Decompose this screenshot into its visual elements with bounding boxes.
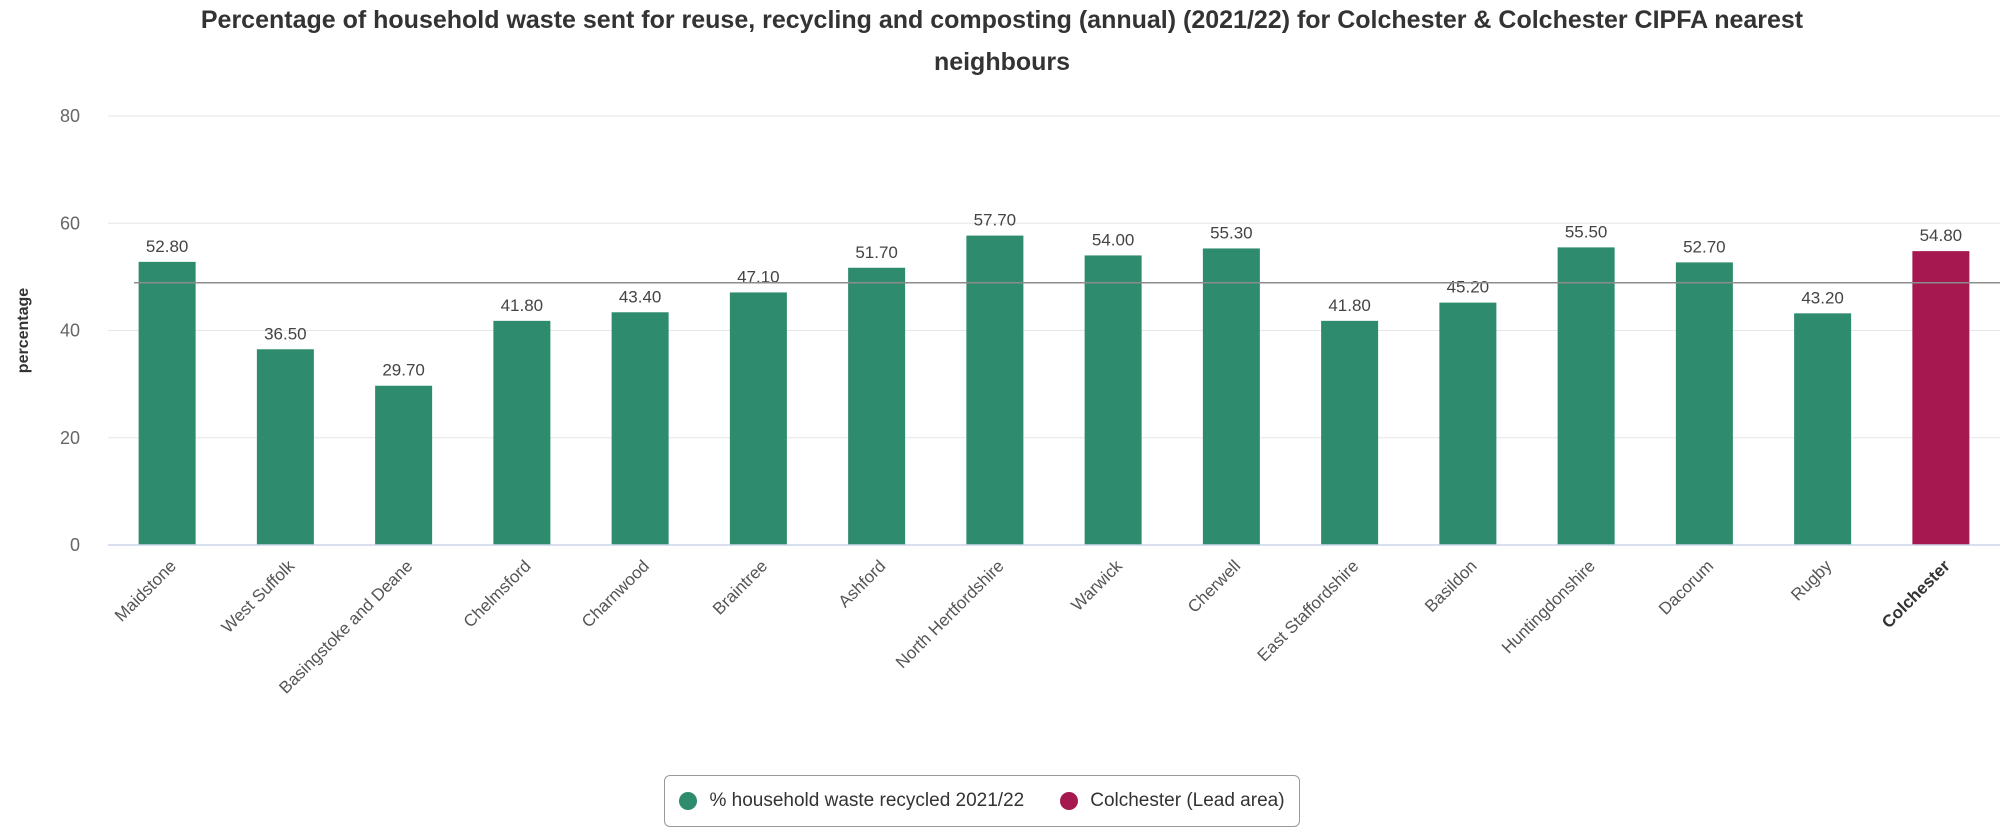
- x-tick-label-charnwood: Charnwood: [578, 556, 653, 631]
- x-tick-label-cherwell: Cherwell: [1184, 556, 1244, 616]
- bar-west-suffolk[interactable]: [256, 349, 314, 545]
- x-tick-label-north-hertfordshire: North Hertfordshire: [892, 556, 1008, 672]
- bar-dacorum[interactable]: [1675, 262, 1733, 545]
- x-tick-label-dacorum: Dacorum: [1655, 556, 1717, 618]
- bar-basildon[interactable]: [1439, 302, 1497, 545]
- legend-marker-lead-area: [1060, 792, 1079, 810]
- bar-north-hertfordshire[interactable]: [966, 235, 1024, 546]
- chart-title-line-2: neighbours: [934, 48, 1070, 76]
- bar-huntingdonshire[interactable]: [1557, 247, 1615, 545]
- legend-label-recycled: % household waste recycled 2021/22: [709, 790, 1025, 811]
- legend-marker-recycled: [679, 792, 698, 810]
- x-tick-label-chelmsford: Chelmsford: [460, 556, 535, 631]
- x-tick-label-maidstone: Maidstone: [111, 556, 180, 625]
- bar-charnwood[interactable]: [611, 312, 669, 545]
- x-tick-label-rugby: Rugby: [1787, 556, 1836, 605]
- chart-title-line-1: Percentage of household waste sent for r…: [201, 6, 1804, 34]
- legend: % household waste recycled 2021/22 Colch…: [664, 775, 1300, 827]
- data-label-north-hertfordshire: 57.70: [974, 211, 1017, 230]
- x-tick-label-huntingdonshire: Huntingdonshire: [1498, 556, 1599, 657]
- data-label-ashford: 51.70: [855, 243, 898, 262]
- legend-item-lead-area[interactable]: Colchester (Lead area): [1060, 790, 1285, 812]
- y-tick-label-60: 60: [60, 213, 80, 233]
- data-label-dacorum: 52.70: [1683, 237, 1726, 256]
- bar-chelmsford[interactable]: [493, 320, 551, 545]
- bar-basingstoke-and-deane[interactable]: [375, 385, 433, 545]
- bar-colchester[interactable]: [1912, 251, 1970, 545]
- y-axis-label: percentage: [15, 288, 32, 373]
- y-tick-label-20: 20: [60, 428, 80, 448]
- legend-label-lead-area: Colchester (Lead area): [1090, 790, 1285, 811]
- data-label-west-suffolk: 36.50: [264, 324, 307, 343]
- data-label-colchester: 54.80: [1920, 226, 1963, 245]
- x-tick-label-warwick: Warwick: [1068, 556, 1127, 615]
- bar-maidstone[interactable]: [138, 261, 196, 545]
- data-label-basingstoke-and-deane: 29.70: [382, 361, 425, 380]
- x-tick-label-basildon: Basildon: [1421, 556, 1481, 616]
- data-label-chelmsford: 41.80: [501, 296, 544, 315]
- y-tick-label-80: 80: [60, 106, 80, 126]
- x-tick-label-west-suffolk: West Suffolk: [218, 556, 299, 637]
- bar-rugby[interactable]: [1794, 313, 1852, 545]
- bar-braintree[interactable]: [729, 292, 787, 545]
- data-label-charnwood: 43.40: [619, 287, 662, 306]
- y-tick-label-40: 40: [60, 321, 80, 341]
- x-tick-label-braintree: Braintree: [709, 556, 771, 618]
- bar-east-staffordshire[interactable]: [1321, 320, 1379, 545]
- data-label-huntingdonshire: 55.50: [1565, 222, 1608, 241]
- bar-ashford[interactable]: [848, 267, 906, 545]
- data-label-east-staffordshire: 41.80: [1328, 296, 1371, 315]
- bar-warwick[interactable]: [1084, 255, 1142, 546]
- legend-item-recycled[interactable]: % household waste recycled 2021/22: [679, 790, 1024, 812]
- x-tick-label-ashford: Ashford: [835, 556, 890, 611]
- data-label-cherwell: 55.30: [1210, 223, 1253, 242]
- data-label-warwick: 54.00: [1092, 230, 1135, 249]
- x-tick-label-basingstoke-and-deane: Basingstoke and Deane: [275, 556, 416, 697]
- y-tick-label-0: 0: [70, 535, 80, 555]
- bar-cherwell[interactable]: [1202, 248, 1260, 546]
- data-label-basildon: 45.20: [1447, 278, 1490, 297]
- data-label-braintree: 47.10: [737, 267, 780, 286]
- x-tick-label-east-staffordshire: East Staffordshire: [1254, 556, 1363, 665]
- x-tick-label-colchester: Colchester: [1878, 556, 1954, 632]
- data-label-rugby: 43.20: [1801, 288, 1844, 307]
- data-label-maidstone: 52.80: [146, 237, 189, 256]
- bar-chart: Percentage of household waste sent for r…: [15, 6, 2000, 697]
